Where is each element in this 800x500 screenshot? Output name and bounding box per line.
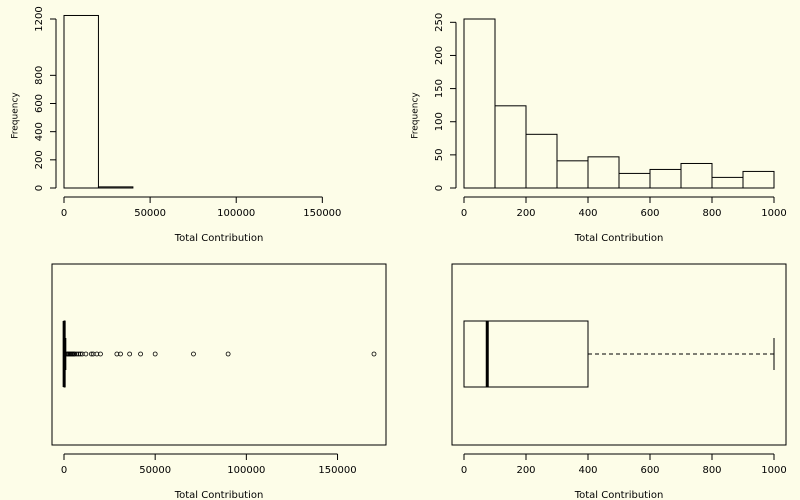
x-tick-label: 400 <box>578 208 597 219</box>
histogram-bar <box>556 160 589 189</box>
y-tick-label: 800 <box>34 66 45 85</box>
histogram-bar <box>97 186 134 189</box>
y-axis-label: Frequency <box>11 92 21 139</box>
outlier-point <box>127 351 133 357</box>
x-axis-label: Total Contribution <box>174 490 264 500</box>
x-tick-label: 0 <box>461 208 467 219</box>
y-tick-label: 250 <box>434 13 445 32</box>
outlier-point <box>225 351 231 357</box>
outlier-point <box>98 351 103 357</box>
x-tick-label: 200 <box>516 465 535 476</box>
histogram-bar <box>63 14 99 189</box>
histogram-bar <box>742 170 775 189</box>
y-tick-label: 100 <box>434 112 445 131</box>
y-tick-label: 1200 <box>34 6 45 31</box>
histogram-bar <box>711 176 744 189</box>
histogram-bar <box>463 18 496 189</box>
x-axis-label: Total Contribution <box>574 490 664 500</box>
x-tick-label: 200 <box>516 208 535 219</box>
outlier-point <box>88 351 94 357</box>
plot-frame <box>51 263 387 446</box>
x-tick-label: 100000 <box>227 465 265 476</box>
outlier-point <box>118 351 123 357</box>
outlier-point <box>371 351 377 357</box>
x-tick-label: 800 <box>702 465 721 476</box>
x-tick-label: 600 <box>640 465 659 476</box>
x-tick-label: 400 <box>578 465 597 476</box>
x-tick-label: 800 <box>702 208 721 219</box>
outlier-point <box>83 351 89 357</box>
y-tick-label: 150 <box>434 79 445 98</box>
y-tick-label: 200 <box>34 150 45 169</box>
histogram-bar <box>649 168 682 189</box>
x-tick-label: 600 <box>640 208 659 219</box>
y-tick-label: 0 <box>34 185 45 191</box>
x-tick-label: 0 <box>61 208 67 219</box>
y-tick-label: 600 <box>34 94 45 113</box>
plot-frame <box>451 263 787 446</box>
outlier-point <box>191 351 196 357</box>
outlier-point <box>138 351 143 357</box>
histogram-bar <box>494 105 527 189</box>
y-tick-label: 400 <box>34 122 45 141</box>
y-axis-label: Frequency <box>411 92 421 139</box>
histogram-bar <box>587 156 620 189</box>
histogram-bar <box>680 162 713 189</box>
x-axis-label: Total Contribution <box>174 233 264 244</box>
y-tick-label: 0 <box>434 185 445 191</box>
outlier-point <box>152 351 158 357</box>
x-tick-label: 1000 <box>761 465 786 476</box>
x-tick-label: 50000 <box>139 465 171 476</box>
x-tick-label: 100000 <box>217 208 255 219</box>
y-tick-label: 50 <box>434 148 445 161</box>
outlier-point <box>78 351 83 357</box>
x-tick-label: 1000 <box>761 208 786 219</box>
x-tick-label: 150000 <box>303 208 341 219</box>
box-iqr <box>463 320 589 388</box>
histogram-bar <box>525 133 558 189</box>
x-tick-label: 0 <box>61 465 67 476</box>
x-tick-label: 150000 <box>318 465 356 476</box>
y-tick-label: 200 <box>434 46 445 65</box>
x-axis-label: Total Contribution <box>574 233 664 244</box>
x-tick-label: 0 <box>461 465 467 476</box>
x-tick-label: 50000 <box>134 208 166 219</box>
histogram-bar <box>618 172 651 189</box>
